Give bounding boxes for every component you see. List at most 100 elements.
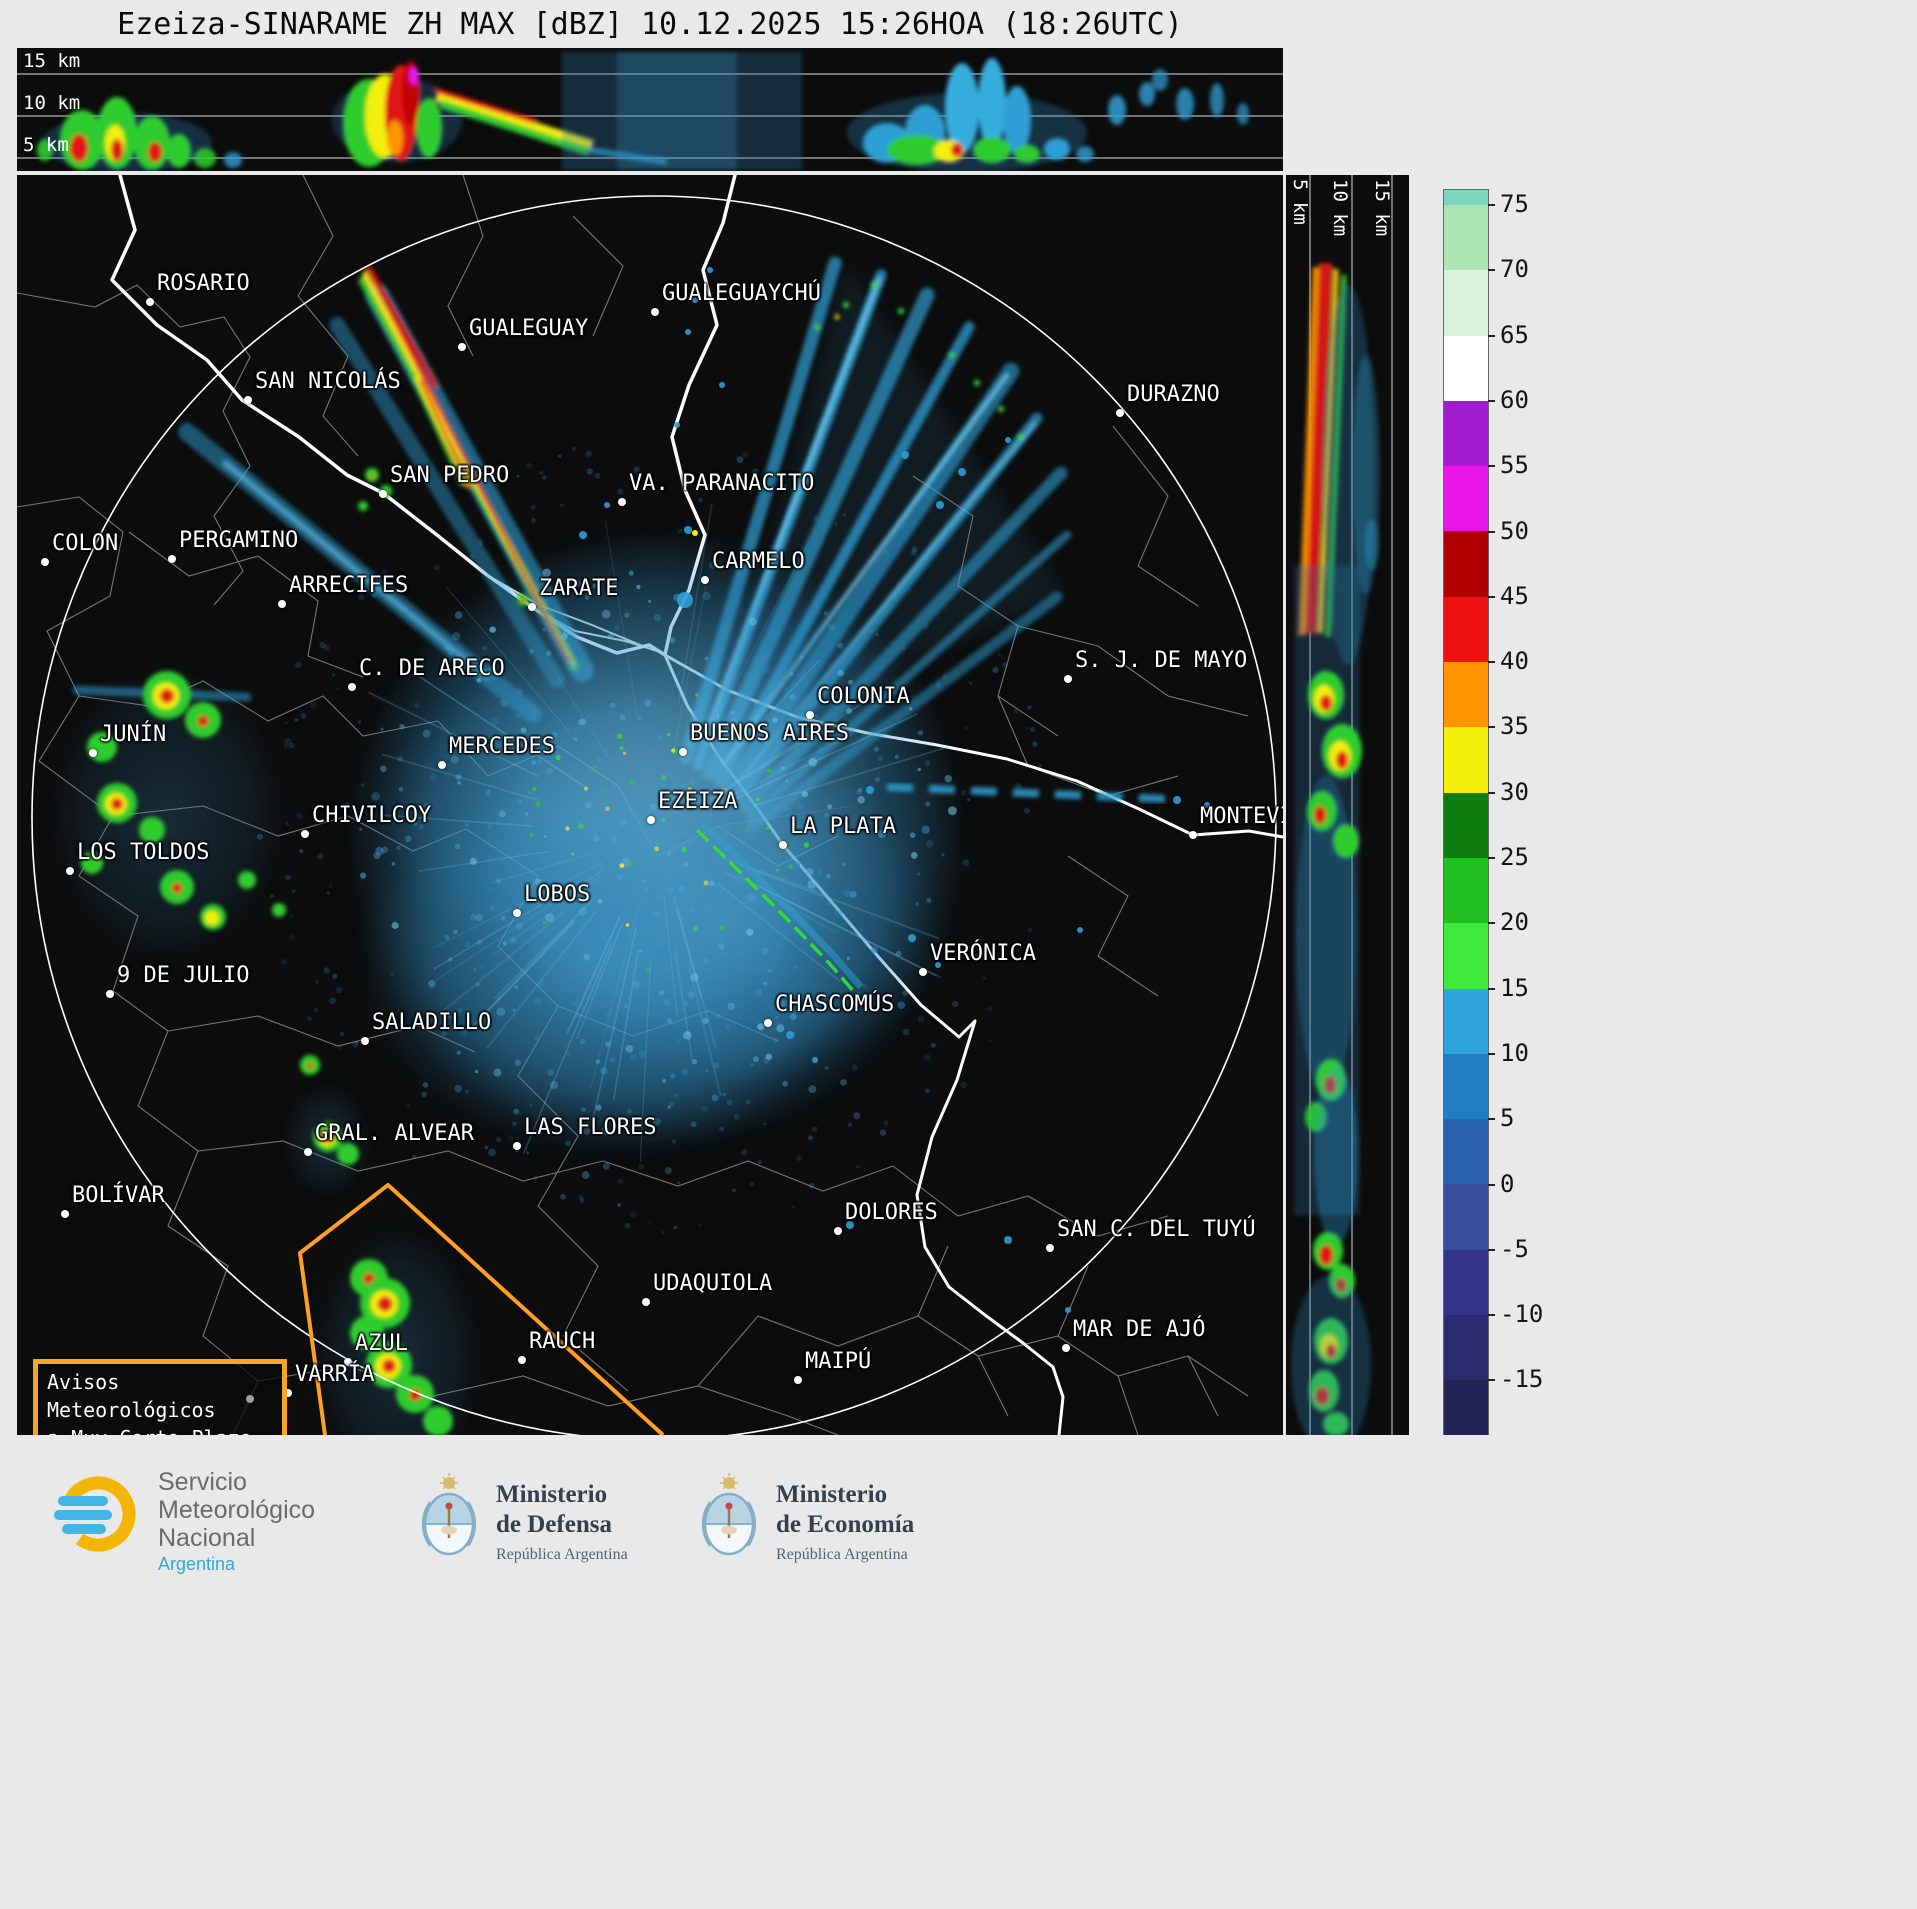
city-label: BUENOS AIRES bbox=[690, 721, 849, 746]
city-dot bbox=[513, 909, 521, 917]
city-label: BOLÍVAR bbox=[72, 1183, 165, 1208]
city-label: SAN NICOLÁS bbox=[255, 369, 401, 394]
economia-line2: de Economía bbox=[776, 1511, 915, 1538]
central-echo-west bbox=[382, 665, 762, 965]
city-dot bbox=[651, 308, 659, 316]
smn-line3: Nacional bbox=[158, 1524, 256, 1552]
colorbar-segment bbox=[1444, 792, 1488, 858]
colorbar-tick-label: 70 bbox=[1500, 255, 1529, 284]
city-label: VERÓNICA bbox=[930, 941, 1036, 966]
city-label: COLON bbox=[52, 531, 119, 556]
city-dot bbox=[806, 711, 814, 719]
colorbar-tick-mark bbox=[1488, 1118, 1495, 1121]
colorbar-tick-mark bbox=[1488, 1379, 1495, 1382]
ministry-defensa-text: Ministerio de Defensa República Argentin… bbox=[496, 1472, 628, 1564]
city-label: SAN C. DEL TUYÚ bbox=[1057, 1217, 1256, 1242]
colorbar-tick-mark bbox=[1488, 661, 1495, 664]
colorbar-tick-mark bbox=[1488, 1314, 1495, 1317]
colorbar-tick-label: 5 bbox=[1500, 1104, 1515, 1133]
city-dot bbox=[66, 867, 74, 875]
colorbar-tick-label: -10 bbox=[1500, 1300, 1544, 1329]
altitude-label-5km: 5 km bbox=[23, 134, 69, 156]
city-label: JUNÍN bbox=[100, 722, 167, 747]
city-dot bbox=[168, 555, 176, 563]
colorbar-tick-label: 0 bbox=[1500, 1169, 1515, 1198]
colorbar-tick-label: -5 bbox=[1500, 1234, 1529, 1263]
city-label: COLONIA bbox=[817, 684, 910, 709]
city-label: UDAQUIOLA bbox=[653, 1271, 773, 1296]
city-label: ARRECIFES bbox=[289, 573, 409, 598]
city-label: DURAZNO bbox=[1127, 382, 1220, 407]
colorbar-segment bbox=[1444, 727, 1488, 793]
altitude-label-5km: 5 km bbox=[1289, 179, 1311, 225]
city-dot bbox=[1116, 409, 1124, 417]
city-label: LAS FLORES bbox=[524, 1115, 657, 1140]
colorbar-segment bbox=[1444, 923, 1488, 989]
colorbar-tick-label: 20 bbox=[1500, 908, 1529, 937]
city-dot bbox=[244, 396, 252, 404]
city-label: CHASCOMÚS bbox=[775, 992, 895, 1017]
city-label: SALADILLO bbox=[372, 1010, 492, 1035]
city-dot bbox=[642, 1298, 650, 1306]
colorbar-segment bbox=[1444, 205, 1488, 271]
colorbar-segment bbox=[1444, 466, 1488, 532]
warning-polygon bbox=[298, 1183, 665, 1435]
altitude-label-10km: 10 km bbox=[23, 92, 81, 114]
city-dot bbox=[518, 1356, 526, 1364]
warning-box[interactable]: Avisos Meteorológicos a Muy Corto Plazo bbox=[33, 1359, 287, 1435]
defensa-line3: República Argentina bbox=[496, 1546, 628, 1563]
coat-of-arms-icon bbox=[701, 1472, 757, 1556]
city-dot bbox=[679, 748, 687, 756]
colorbar-tick-mark bbox=[1488, 530, 1495, 533]
colorbar-segment bbox=[1444, 662, 1488, 728]
city-label: CARMELO bbox=[712, 549, 805, 574]
city-dot bbox=[304, 1148, 312, 1156]
city-dot bbox=[348, 683, 356, 691]
smn-logo-block: Servicio Meteorológico Nacional Argentin… bbox=[52, 1468, 315, 1574]
city-label: GRAL. ALVEAR bbox=[315, 1121, 474, 1146]
city-dot bbox=[618, 498, 626, 506]
smn-line1: Servicio bbox=[158, 1468, 247, 1496]
colorbar-segment bbox=[1444, 596, 1488, 663]
defensa-line2: de Defensa bbox=[496, 1511, 612, 1538]
city-label: MAR DE AJÓ bbox=[1073, 1317, 1206, 1342]
city-label: GUALEGUAY bbox=[469, 316, 589, 341]
east-streak bbox=[886, 783, 1168, 803]
cross-section-top-panel: 15 km 10 km 5 km bbox=[17, 48, 1283, 171]
colorbar-segment bbox=[1444, 1053, 1488, 1120]
city-dot bbox=[528, 603, 536, 611]
echo-speckle-layer bbox=[256, 446, 1042, 1235]
cross-section-right-panel: 5 km 10 km 15 km bbox=[1286, 175, 1409, 1435]
city-label: DOLORES bbox=[845, 1200, 938, 1225]
colorbar-tick-label: 75 bbox=[1500, 190, 1529, 218]
city-dot bbox=[41, 558, 49, 566]
city-dot bbox=[779, 841, 787, 849]
scattered-echo-dots bbox=[579, 267, 1210, 1313]
city-dot bbox=[89, 749, 97, 757]
city-dot bbox=[301, 830, 309, 838]
city-dot bbox=[106, 990, 114, 998]
smn-logo-icon bbox=[54, 1476, 136, 1552]
city-label: EZEIZA bbox=[658, 789, 738, 814]
city-label: ZARATE bbox=[539, 576, 619, 601]
city-label: LOS TOLDOS bbox=[77, 840, 210, 865]
city-label: CHIVILCOY bbox=[312, 803, 432, 828]
page-title: Ezeiza-SINARAME ZH MAX [dBZ] 10.12.2025 … bbox=[117, 7, 1183, 42]
colorbar-tick-mark bbox=[1488, 269, 1495, 272]
city-label: ROSARIO bbox=[157, 271, 250, 296]
cross-section-echoes bbox=[37, 52, 1249, 171]
colorbar-tick-mark bbox=[1488, 334, 1495, 337]
smn-line4: Argentina bbox=[158, 1554, 236, 1574]
city-dot bbox=[146, 298, 154, 306]
altitude-label-15km: 15 km bbox=[1371, 179, 1393, 237]
city-dot bbox=[834, 1227, 842, 1235]
defensa-line1: Ministerio bbox=[496, 1481, 608, 1508]
colorbar-tick-mark bbox=[1488, 1183, 1495, 1186]
footer: Servicio Meteorológico Nacional Argentin… bbox=[0, 1435, 1917, 1909]
warning-box-line1: Avisos Meteorológicos bbox=[47, 1370, 216, 1422]
colorbar-tick-label: 15 bbox=[1500, 973, 1529, 1002]
colorbar-tick-mark bbox=[1488, 726, 1495, 729]
colorbar-segment bbox=[1444, 190, 1488, 205]
radar-map-graphic bbox=[17, 175, 1283, 1435]
warning-box-line2: a Muy Corto Plazo bbox=[47, 1424, 273, 1435]
